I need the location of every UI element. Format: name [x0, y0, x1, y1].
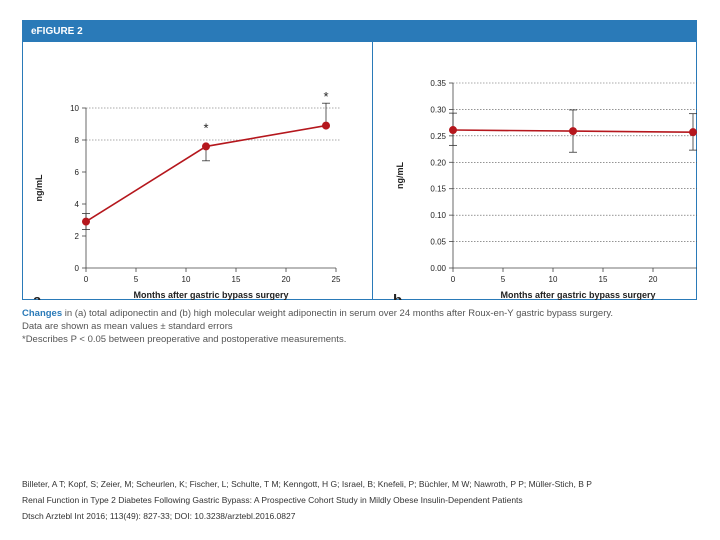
data-point-0 [82, 217, 90, 226]
y-tick-label-4: 8 [75, 136, 80, 145]
caption-line-1: Changes in (a) total adiponectin and (b)… [22, 307, 702, 320]
y-tick-label-0: 0 [75, 264, 80, 273]
y-axis-label: ng/mL [395, 162, 405, 189]
caption-line-1-rest: in (a) total adiponectin and (b) high mo… [62, 308, 614, 319]
x-axis-label: Months after gastric bypass surgery [133, 290, 288, 300]
y-tick-label-6: 0.30 [430, 105, 446, 114]
x-tick-label-1: 5 [501, 275, 506, 284]
panel-letter: b [393, 292, 402, 300]
significance-marker-0: * [203, 120, 208, 135]
caption-lead: Changes [22, 308, 63, 319]
data-point-1 [202, 142, 210, 151]
panel-divider [372, 42, 373, 300]
y-tick-label-2: 4 [75, 200, 80, 209]
x-axis-label: Months after gastric bypass surgery [500, 290, 655, 300]
data-point-1 [569, 127, 577, 136]
figure-header: eFIGURE 2 [23, 21, 696, 42]
x-tick-label-0: 0 [84, 275, 89, 284]
y-axis-label: ng/mL [34, 174, 44, 201]
data-point-0 [449, 126, 457, 135]
x-tick-label-4: 20 [649, 275, 658, 284]
x-tick-label-5: 25 [332, 275, 341, 284]
figure-caption: Changes in (a) total adiponectin and (b)… [22, 307, 702, 346]
panel-letter: a [33, 292, 42, 300]
x-tick-label-0: 0 [451, 275, 456, 284]
figure-frame: eFIGURE 2 0 5 10 15 20 25 0 2 4 6 8 10 Months after … [22, 20, 697, 300]
citation-block: Billeter, A T; Kopf, S; Zeier, M; Scheur… [22, 476, 702, 524]
y-tick-label-5: 10 [70, 104, 79, 113]
chart-panel-b: 05101520250.000.050.100.150.200.250.300.… [393, 79, 697, 300]
citation-journal: Dtsch Arztebl Int 2016; 113(49): 827-33;… [22, 511, 296, 521]
x-tick-label-4: 20 [282, 275, 291, 284]
y-tick-label-7: 0.35 [430, 79, 446, 88]
x-tick-label-2: 10 [182, 275, 191, 284]
data-point-2 [322, 121, 330, 130]
y-tick-label-1: 0.05 [430, 238, 446, 247]
significance-marker-1: * [323, 89, 328, 104]
y-tick-label-3: 0.15 [430, 185, 446, 194]
data-point-2 [689, 128, 697, 137]
y-tick-label-0: 0.00 [430, 264, 446, 273]
x-tick-label-3: 15 [232, 275, 241, 284]
y-tick-label-2: 0.10 [430, 211, 446, 220]
y-tick-label-3: 6 [75, 168, 80, 177]
citation-authors: Billeter, A T; Kopf, S; Zeier, M; Scheur… [22, 479, 592, 489]
caption-line-2: Data are shown as mean values ± standard… [22, 321, 233, 332]
y-tick-label-4: 0.20 [430, 158, 446, 167]
x-tick-label-1: 5 [134, 275, 139, 284]
citation-title: Renal Function in Type 2 Diabetes Follow… [22, 495, 523, 505]
y-tick-label-5: 0.25 [430, 132, 446, 141]
x-tick-label-3: 15 [599, 275, 608, 284]
x-tick-label-2: 10 [549, 275, 558, 284]
y-tick-label-1: 2 [75, 232, 80, 241]
caption-line-3: *Describes P < 0.05 between preoperative… [22, 334, 347, 345]
chart-panel-a: 0 5 10 15 20 25 0 2 4 6 8 10 Months after gastric by… [33, 89, 341, 300]
